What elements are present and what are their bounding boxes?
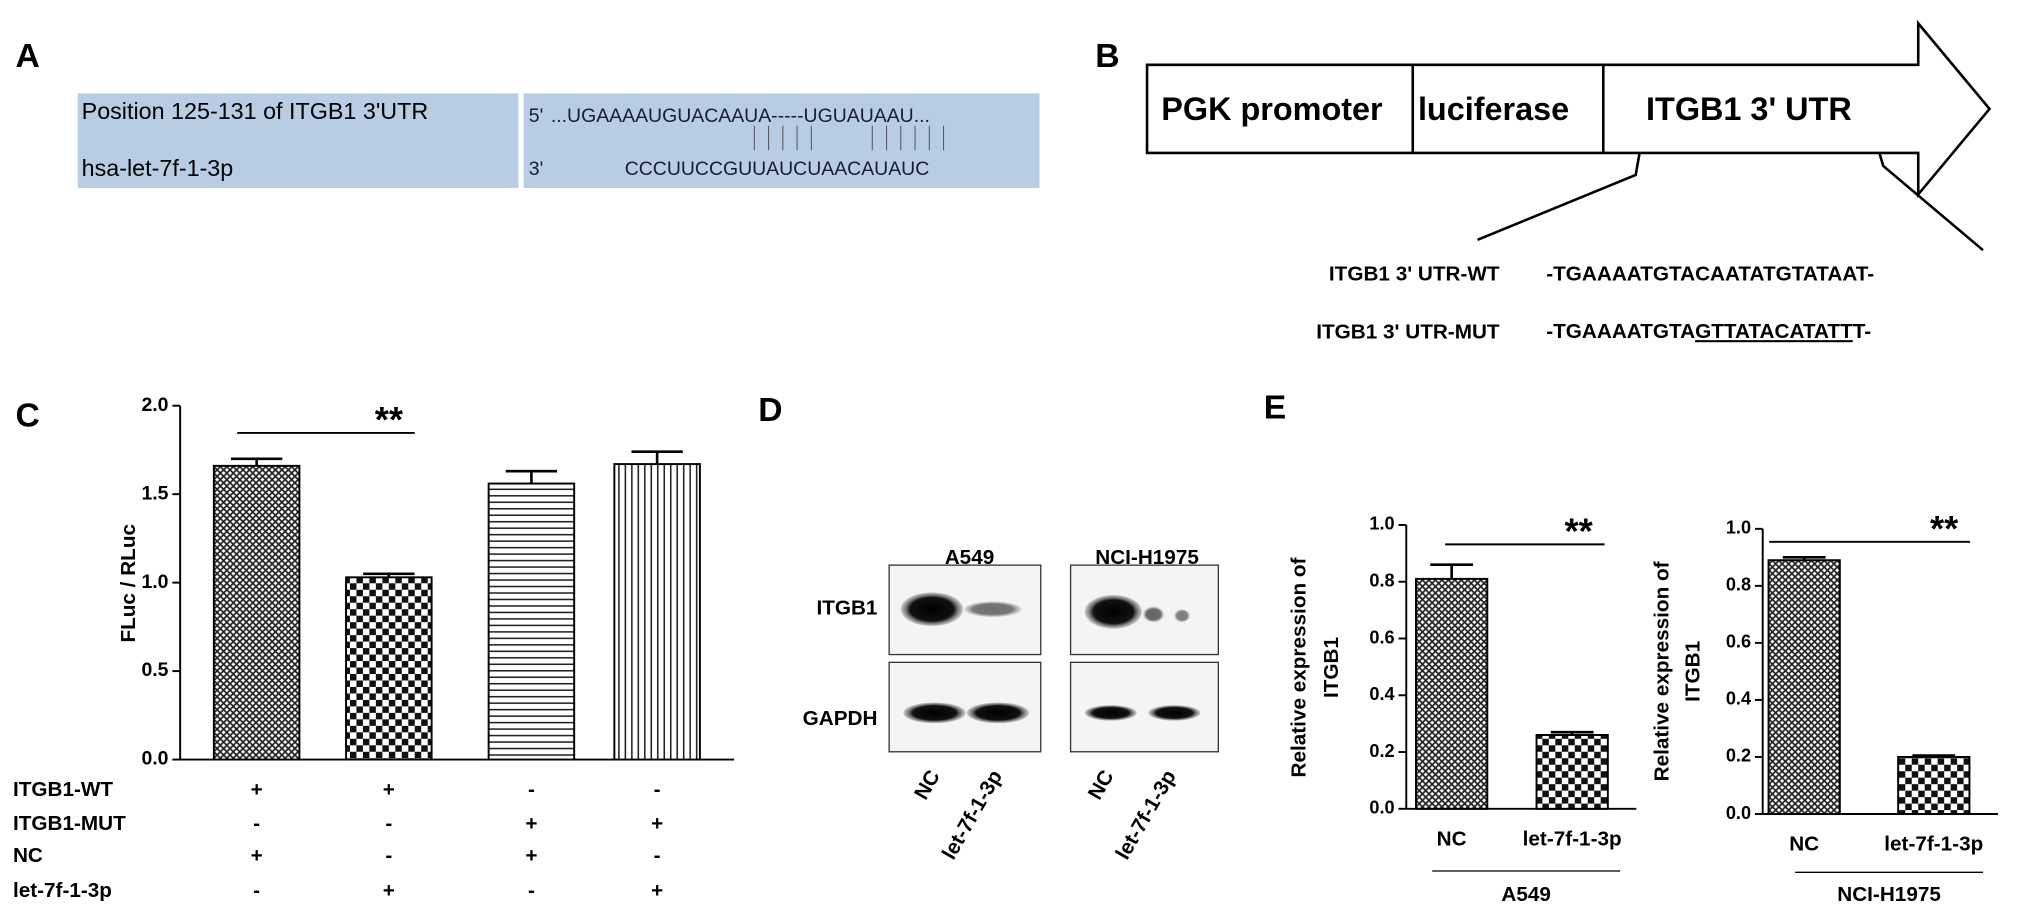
y-tick-label: 0.0 (141, 748, 168, 770)
wt-seq: -TGAAAATGTACAATATGTATAAT- (1546, 262, 1874, 285)
y-tick-label: 0.6 (1726, 632, 1751, 652)
mut-seq-end: T- (1853, 321, 1872, 344)
mut-seq: -TGAAAATGTAGTTATACATATTT- (1546, 321, 1871, 344)
condition-mark: + (383, 879, 395, 902)
panel-label: D (758, 392, 782, 429)
segment-label: ITGB1 3' UTR (1646, 91, 1852, 127)
y-tick-label: 0.2 (1369, 741, 1394, 761)
pairing-lines (753, 125, 945, 151)
lane-label: let-7f-1-3p (938, 766, 1007, 863)
y-tick-label: 1.0 (1726, 518, 1751, 538)
mut-seq-start: -TGAAAATGTA (1546, 321, 1695, 344)
panel-label: C (16, 397, 40, 434)
y-tick-label: 0.8 (1726, 575, 1751, 595)
y-axis-label: FLuc / RLuc (117, 524, 140, 643)
y-tick-label: 0.2 (1726, 746, 1751, 766)
group-label: A549 (1501, 883, 1551, 906)
y-tick-label: 0.4 (1726, 689, 1751, 709)
bar (1897, 755, 1971, 815)
segment-label: PGK promoter (1161, 91, 1383, 127)
bar (212, 464, 301, 761)
target-seq: ...UGAAAAUGUACAAUA-----UGUAUAAU... (551, 105, 930, 127)
y-tick-label: 1.5 (141, 482, 168, 504)
panel-label: E (1264, 390, 1286, 427)
zoom-line (1477, 152, 1641, 242)
condition-mark: - (253, 812, 260, 835)
y-tick-label: 2.0 (141, 394, 168, 416)
y-axis-label: ITGB1 (1681, 641, 1704, 702)
bar (487, 482, 576, 761)
condition-mark: - (528, 778, 535, 801)
cell-line: NCI-H1975 (1095, 546, 1199, 569)
bar (1767, 559, 1841, 815)
protein-label: GAPDH (803, 707, 878, 730)
condition-name: let-7f-1-3p (13, 879, 112, 902)
bar (1415, 577, 1489, 810)
panel-label: B (1095, 38, 1119, 75)
x-tick-label: NC (1789, 833, 1819, 856)
mirna-prefix: 3' (529, 158, 544, 180)
condition-mark: + (651, 879, 663, 902)
bar (345, 576, 433, 761)
y-axis-label: Relative expression of (1650, 561, 1673, 781)
condition-name: ITGB1-WT (13, 778, 113, 801)
y-tick-label: 0.0 (1369, 798, 1394, 818)
condition-mark: - (385, 812, 392, 835)
condition-mark: + (651, 812, 663, 835)
bar (1535, 734, 1609, 810)
condition-mark: + (251, 844, 263, 867)
significance-label: ** (1930, 508, 1959, 549)
wt-name: ITGB1 3' UTR-WT (1329, 262, 1500, 285)
protein-label: ITGB1 (816, 597, 877, 620)
x-tick-label: let-7f-1-3p (1884, 833, 1983, 856)
align-box-right (523, 93, 1040, 188)
y-tick-label: 0.6 (1369, 627, 1394, 647)
y-axis-label: ITGB1 (1320, 637, 1343, 698)
x-tick-label: NC (1437, 827, 1467, 850)
y-tick-label: 0.4 (1369, 684, 1394, 704)
mut-name: ITGB1 3' UTR-MUT (1316, 321, 1500, 344)
target-prefix: 5' (529, 105, 544, 127)
zoom-line (1878, 152, 1984, 252)
condition-name: ITGB1-MUT (13, 812, 126, 835)
mirna-seq: CCCUUCCGUUAUCUAACAUAUC (625, 158, 930, 180)
condition-mark: + (383, 778, 395, 801)
construct-arrow (1145, 19, 1992, 199)
lane-label: NC (910, 766, 945, 803)
condition-mark: + (525, 844, 537, 867)
significance-label: ** (1565, 511, 1594, 552)
significance-label: ** (375, 399, 404, 440)
condition-mark: - (385, 844, 392, 867)
align-box-left (77, 93, 519, 188)
y-axis-label: Relative expression of (1287, 557, 1310, 777)
mirna-label: hsa-let-7f-1-3p (82, 155, 234, 181)
condition-mark: + (251, 778, 263, 801)
mut-seq-changed: GTTATACATATT (1695, 321, 1853, 344)
target-label: Position 125-131 of ITGB1 3'UTR (82, 98, 429, 124)
bar (613, 463, 701, 761)
group-label: NCI-H1975 (1837, 883, 1941, 906)
condition-mark: + (525, 812, 537, 835)
condition-mark: - (528, 879, 535, 902)
x-tick-label: let-7f-1-3p (1523, 827, 1622, 850)
y-tick-label: 0.5 (141, 659, 168, 681)
condition-mark: - (654, 778, 661, 801)
y-tick-label: 0.0 (1726, 803, 1751, 823)
panel-label: A (16, 38, 40, 75)
bands (900, 592, 1201, 724)
y-tick-label: 0.8 (1369, 571, 1394, 591)
condition-name: NC (13, 844, 43, 867)
lane-label: let-7f-1-3p (1111, 766, 1180, 863)
condition-mark: - (253, 879, 260, 902)
y-tick-label: 1.0 (141, 571, 168, 593)
condition-mark: - (654, 844, 661, 867)
y-tick-label: 1.0 (1369, 514, 1394, 534)
cell-line: A549 (945, 546, 995, 569)
segment-label: luciferase (1418, 91, 1569, 127)
lane-label: NC (1084, 766, 1119, 803)
